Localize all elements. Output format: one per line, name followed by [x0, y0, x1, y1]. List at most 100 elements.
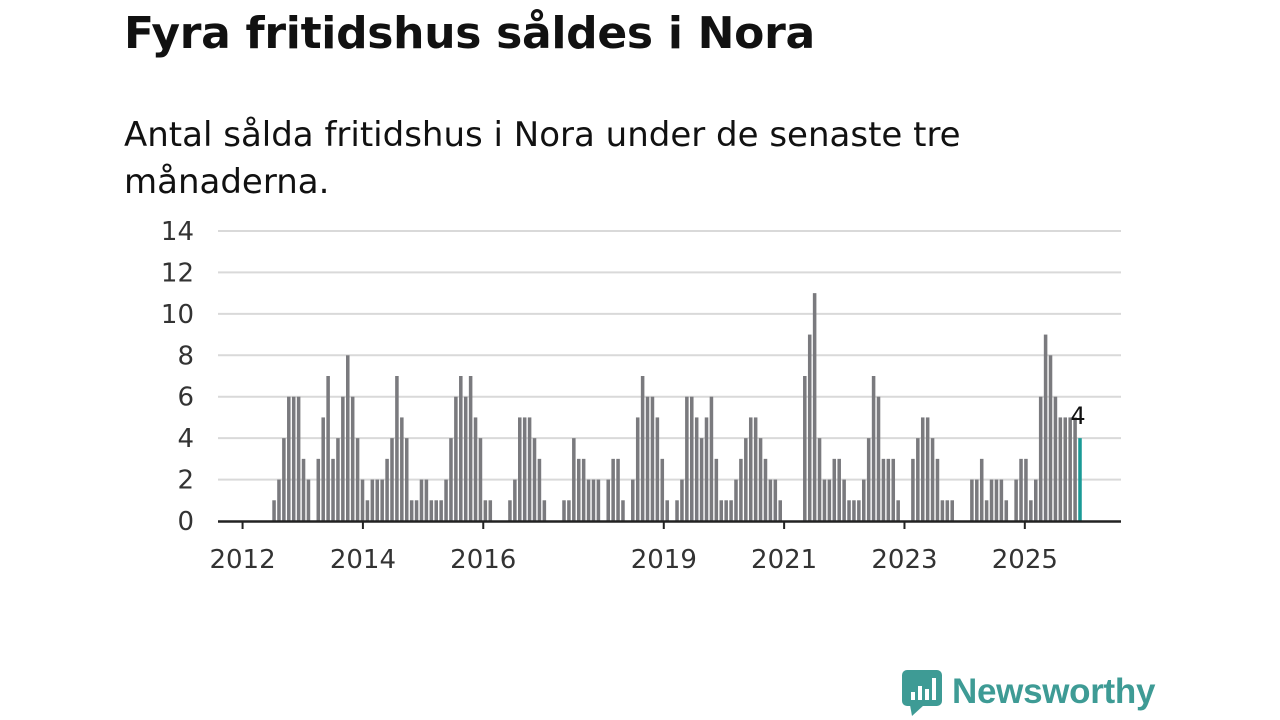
bar: [306, 479, 311, 521]
x-tick-label-2014: 2014: [330, 545, 396, 575]
bar: [370, 479, 375, 521]
bar: [424, 479, 429, 521]
bar: [911, 458, 915, 521]
bar: [807, 334, 812, 521]
bar: [773, 479, 778, 521]
bar: [591, 479, 596, 521]
bar: [390, 438, 394, 521]
x-tick-label-2025: 2025: [992, 545, 1058, 575]
bar: [336, 438, 340, 521]
x-tick-label-2012: 2012: [209, 545, 275, 575]
bar: [419, 479, 424, 521]
bar: [1043, 334, 1048, 521]
bar: [975, 479, 979, 521]
bar: [925, 417, 930, 521]
bar: [778, 500, 782, 521]
bar: [645, 396, 650, 521]
x-tick-label-2023: 2023: [871, 545, 937, 575]
bar: [847, 500, 851, 521]
bar: [606, 479, 610, 521]
x-axis-ticks: 2012 2014 2016 2019 2021 2023 2025: [209, 521, 1058, 575]
bar: [734, 479, 738, 521]
bar: [380, 479, 384, 521]
bar: [316, 458, 321, 521]
bar: [753, 417, 758, 521]
brand-name: Newsworthy: [952, 672, 1156, 711]
bar: [365, 500, 370, 521]
bar: [463, 396, 468, 521]
bar: [409, 500, 414, 521]
bar: [350, 396, 355, 521]
bar: [739, 458, 743, 521]
bar: [385, 458, 389, 521]
bar: [326, 376, 330, 521]
bar: [1063, 417, 1068, 521]
bar: [827, 479, 832, 521]
bar: [537, 458, 542, 521]
bar: [729, 500, 733, 521]
bar: [675, 500, 679, 521]
bar: [920, 417, 925, 521]
bar: [576, 458, 581, 521]
bar: [522, 417, 527, 521]
bar: [518, 417, 522, 521]
bar: [454, 396, 458, 521]
bar: [341, 396, 345, 521]
bar: [748, 417, 753, 521]
bar: [1038, 396, 1043, 521]
bar: [414, 500, 419, 521]
bar: [631, 479, 635, 521]
bar: [852, 500, 856, 521]
bar: [434, 500, 438, 521]
bar: [611, 458, 615, 521]
bar: [763, 458, 768, 521]
bar: [1014, 479, 1018, 521]
bar: [709, 396, 714, 521]
y-tick-label-4: 4: [177, 424, 194, 454]
bar: [984, 500, 989, 521]
bar: [296, 396, 301, 521]
y-tick-label-8: 8: [177, 341, 194, 371]
y-tick-label-10: 10: [161, 300, 194, 330]
bar: [768, 479, 773, 521]
bar: [567, 500, 571, 521]
bar: [837, 458, 841, 521]
bar: [857, 500, 861, 521]
bar: [621, 500, 625, 521]
bar: [1029, 500, 1033, 521]
bar: [1068, 417, 1072, 521]
bar: [989, 479, 994, 521]
y-tick-label-6: 6: [177, 383, 194, 413]
bar: [935, 458, 940, 521]
bar: [429, 500, 434, 521]
bar: [473, 417, 478, 521]
bar: [513, 479, 517, 521]
y-axis-ticks: 0 2 4 6 8 10 12 14: [161, 217, 194, 537]
bar: [277, 479, 281, 521]
bar: [1024, 458, 1028, 521]
y-tick-label-14: 14: [161, 217, 194, 247]
bar: [468, 376, 473, 521]
bar: [346, 355, 350, 521]
bar: [832, 458, 837, 521]
y-tick-label-2: 2: [177, 466, 194, 496]
bar: [930, 438, 935, 521]
bar: [950, 500, 954, 521]
bar: [439, 500, 443, 521]
bar: [1073, 417, 1077, 521]
bar: [803, 376, 807, 521]
bar: [395, 376, 399, 521]
y-tick-label-12: 12: [161, 258, 194, 288]
bar: [444, 479, 448, 521]
bar: [817, 438, 822, 521]
bar: [660, 458, 665, 521]
bar: [321, 417, 325, 521]
bar: [916, 438, 920, 521]
data-label-latest: 4: [1070, 402, 1085, 430]
bar: [876, 396, 881, 521]
bar: [1019, 458, 1023, 521]
bar-chart: 0 2 4 6 8 10 12 14 2012 2014 2016 2019 2021 2023 2025…: [161, 217, 1121, 575]
bar: [690, 396, 694, 521]
bar: [586, 479, 591, 521]
bar: [616, 458, 620, 521]
